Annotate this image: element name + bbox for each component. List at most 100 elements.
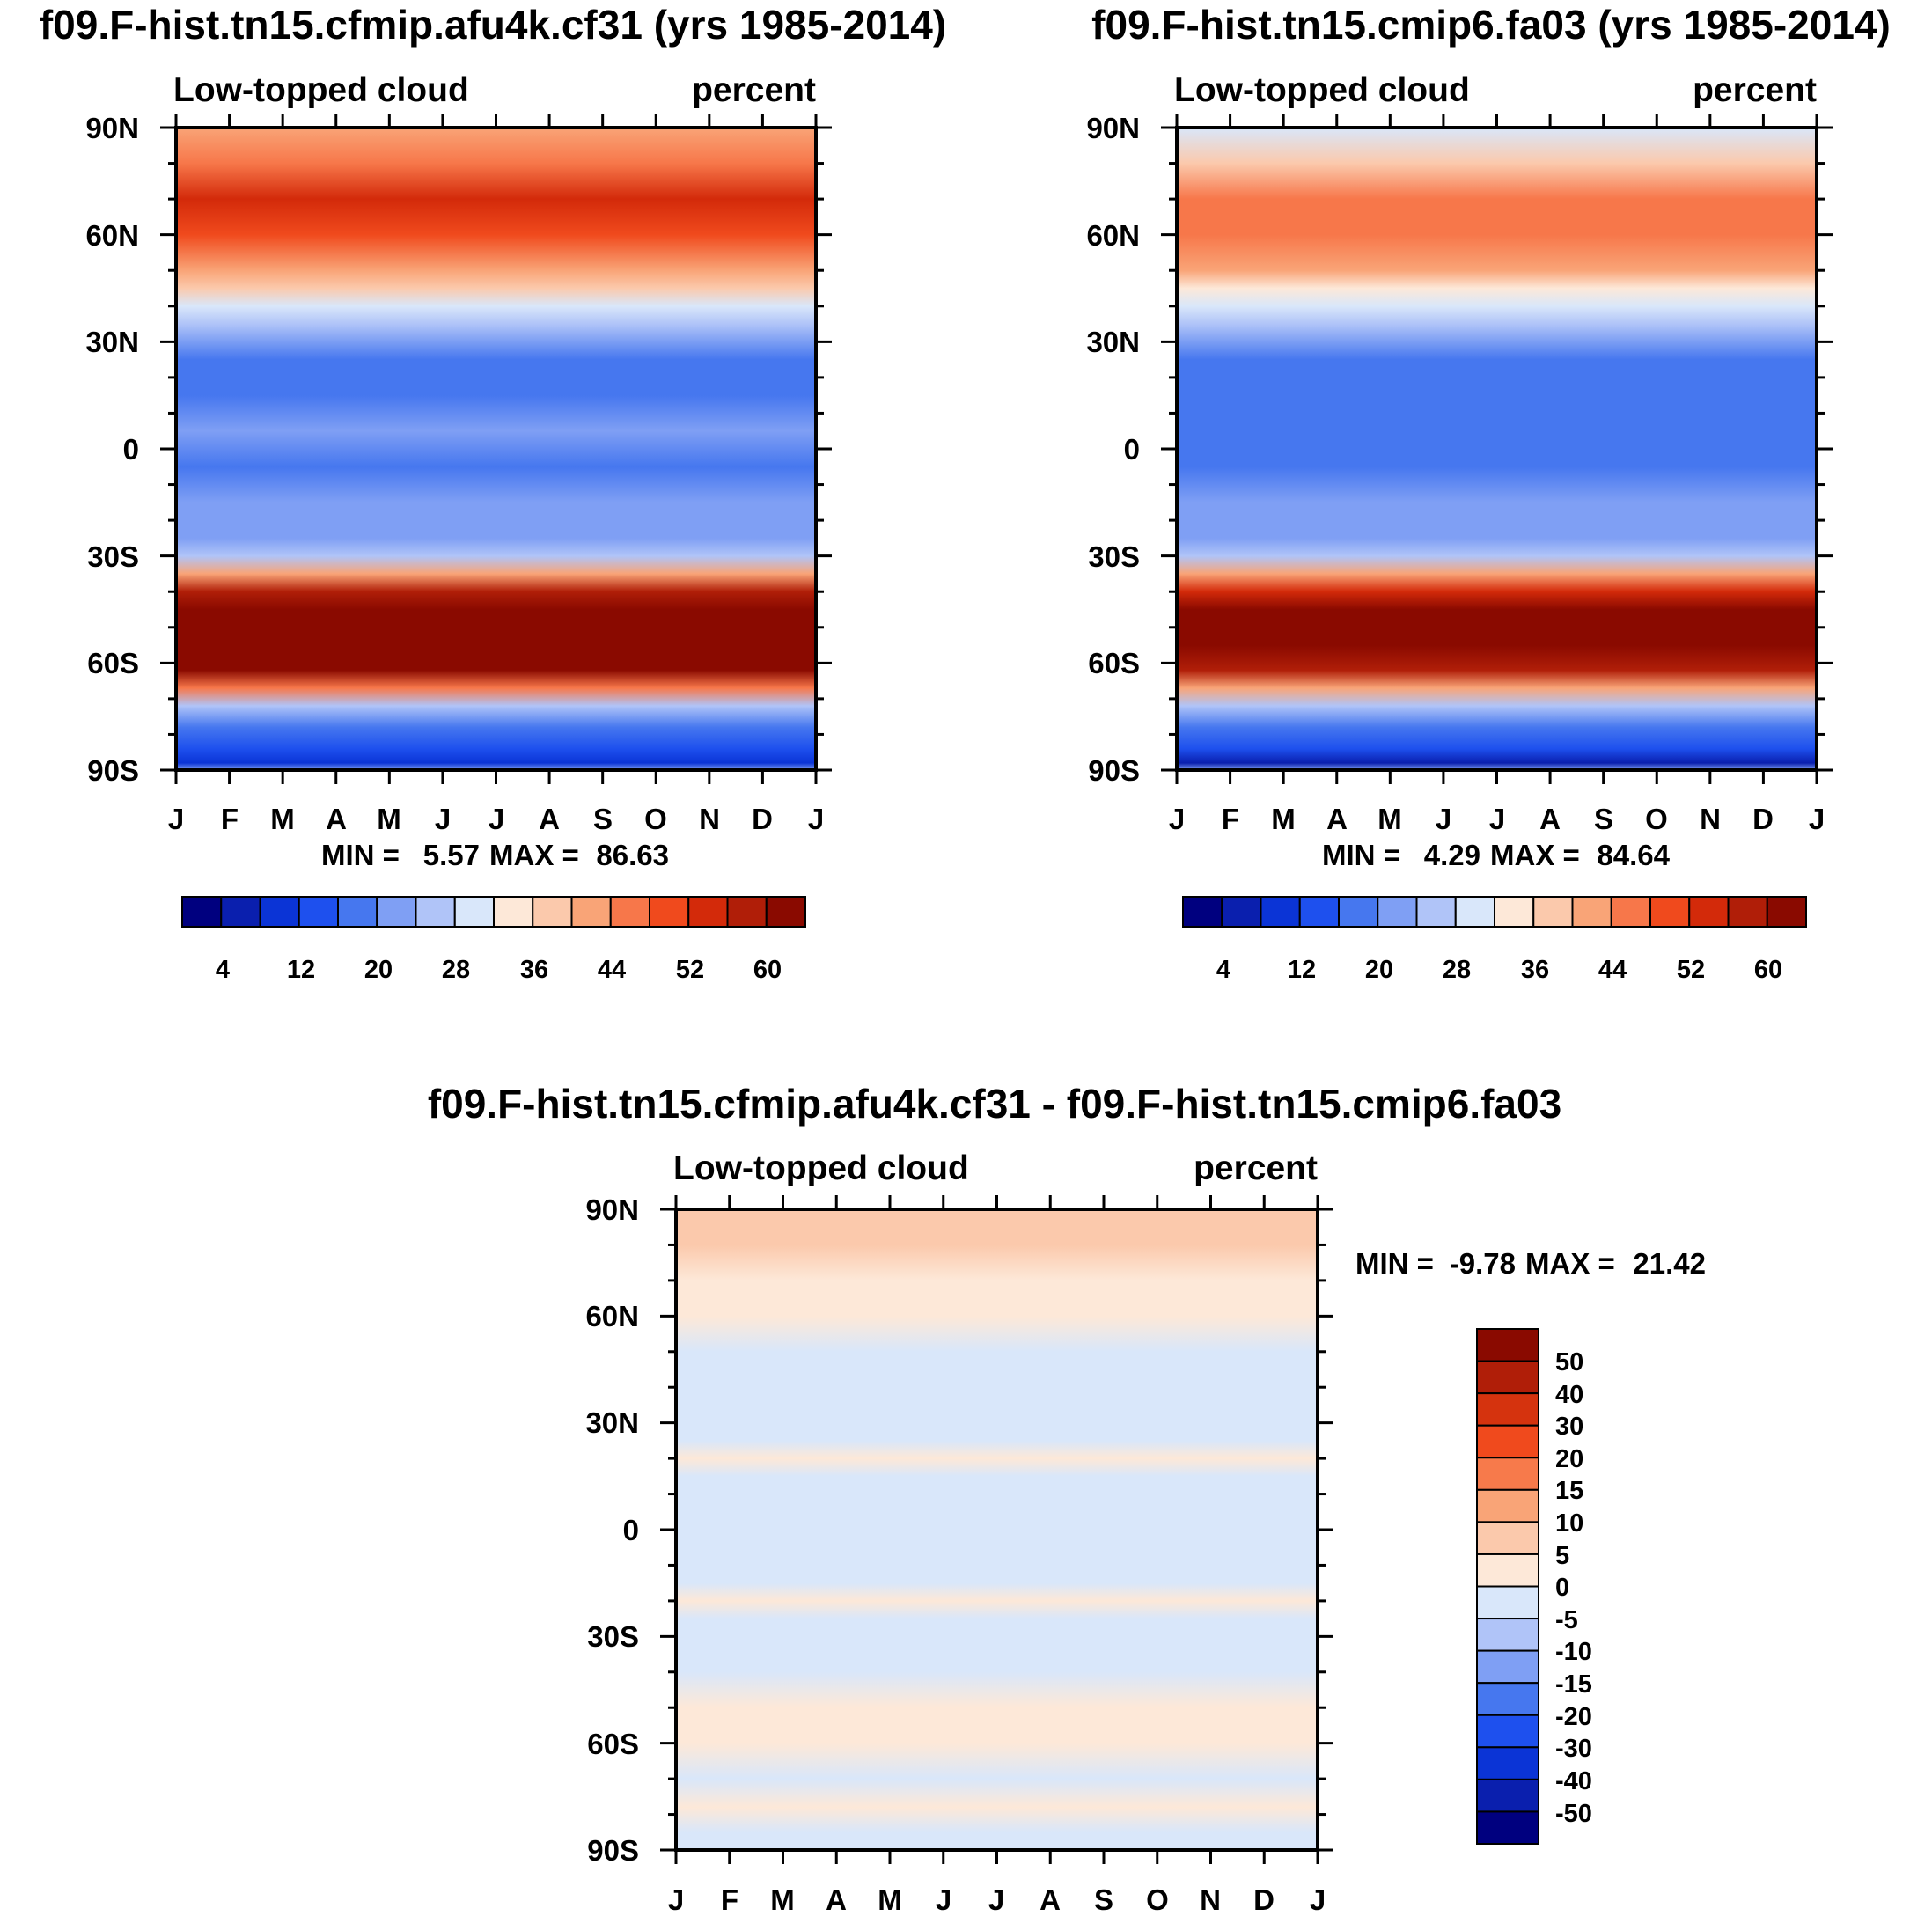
panel-2-xtick-2: F <box>1222 803 1239 835</box>
panel-1-xtick-5: M <box>377 803 401 835</box>
panel-1-xtick-13: J <box>808 803 824 835</box>
colorbar-swatch <box>1298 896 1340 928</box>
panel-2-cbar-label-52: 52 <box>1677 956 1705 984</box>
panel-2-cbar-label-36: 36 <box>1521 956 1549 984</box>
colorbar-swatch <box>649 896 690 928</box>
panel-1-xtick-10: O <box>644 803 667 835</box>
panel-1-ytick-60n: 60N <box>85 219 139 252</box>
panel-1-cbar-label-20: 20 <box>364 956 393 984</box>
panel-3-xtick-7: J <box>988 1883 1004 1916</box>
panel-1-cbar-label-4: 4 <box>216 956 230 984</box>
colorbar-swatch <box>1476 1553 1539 1588</box>
panel-1-max-value: 86.63 <box>596 839 669 871</box>
panel-2-ticks <box>1161 114 1833 784</box>
panel-3-ytick-60s: 60S <box>587 1728 639 1760</box>
panel-1-right-label: percent <box>692 71 816 109</box>
panel-1-xtick-4: A <box>326 803 347 835</box>
panel-1-xtick-11: N <box>699 803 720 835</box>
panel-3-cbar-label-neg20: -20 <box>1555 1703 1592 1731</box>
panel-2-ytick-90s: 90S <box>1088 754 1140 787</box>
colorbar-swatch <box>1610 896 1651 928</box>
panel-2-title: f09.F-hist.tn15.cmip6.fa03 (yrs 1985-201… <box>1091 2 1891 48</box>
colorbar-swatch <box>1532 896 1574 928</box>
panel-3-ytick-90n: 90N <box>585 1193 639 1226</box>
panel-3-ytick-90s: 90S <box>587 1834 639 1867</box>
panel-1-cbar-label-28: 28 <box>442 956 470 984</box>
panel-2-cbar-label-12: 12 <box>1288 956 1316 984</box>
colorbar-swatch <box>1476 1328 1539 1362</box>
panel-3-ytick-30s: 30S <box>587 1620 639 1653</box>
colorbar-swatch <box>1454 896 1495 928</box>
panel-3-ytick-0: 0 <box>623 1514 639 1546</box>
panel-1: f09.F-hist.tn15.cfmip.afu4k.cf31 (yrs 19… <box>40 2 946 984</box>
colorbar-swatch <box>532 896 573 928</box>
panel-1-xtick-2: F <box>221 803 239 835</box>
colorbar-swatch <box>1476 1424 1539 1459</box>
panel-1-xtick-12: D <box>752 803 773 835</box>
panel-2-min-label: MIN = <box>1322 839 1400 871</box>
colorbar-swatch <box>298 896 339 928</box>
panel-2-ytick-90n: 90N <box>1086 112 1140 144</box>
colorbar-swatch <box>765 896 806 928</box>
panel-3-cbar-label-10: 10 <box>1555 1509 1583 1538</box>
panel-2-ytick-60n: 60N <box>1086 219 1140 252</box>
panel-3-ytick-30n: 30N <box>585 1406 639 1439</box>
panel-3-xtick-6: J <box>936 1883 951 1916</box>
colorbar-swatch <box>1476 1618 1539 1652</box>
panel-2-xtick-13: J <box>1809 803 1825 835</box>
colorbar-swatch <box>609 896 650 928</box>
colorbar-swatch <box>220 896 261 928</box>
panel-2-xtick-7: J <box>1489 803 1505 835</box>
panel-2-xtick-1: J <box>1169 803 1185 835</box>
panel-3-colorbar <box>1476 1328 1539 1845</box>
panel-1-cbar-label-12: 12 <box>287 956 315 984</box>
panel-3-right-label: percent <box>1194 1149 1318 1187</box>
panel-1-xtick-9: S <box>593 803 613 835</box>
panel-2-max-label: MAX = <box>1490 839 1580 871</box>
panel-3-xtick-3: M <box>770 1883 795 1916</box>
panel-3-cbar-label-15: 15 <box>1555 1477 1583 1505</box>
panel-3-cbar-label-30: 30 <box>1555 1413 1583 1441</box>
panel-3-xtick-13: J <box>1310 1883 1326 1916</box>
panel-2-xtick-9: S <box>1594 803 1613 835</box>
panel-2-xtick-3: M <box>1271 803 1296 835</box>
colorbar-swatch <box>1476 1521 1539 1555</box>
panel-1-cbar-label-52: 52 <box>676 956 704 984</box>
panel-3-ytick-60n: 60N <box>585 1300 639 1332</box>
colorbar-swatch <box>1476 1778 1539 1813</box>
panel-1-xtick-3: M <box>270 803 295 835</box>
panel-1-ytick-30n: 30N <box>85 326 139 358</box>
panel-2-cbar-label-44: 44 <box>1598 956 1627 984</box>
panel-3-cbar-label-neg40: -40 <box>1555 1767 1592 1795</box>
colorbar-swatch <box>1494 896 1535 928</box>
colorbar-swatch <box>1221 896 1262 928</box>
panel-3-cbar-label-neg15: -15 <box>1555 1670 1592 1699</box>
panel-1-ytick-0: 0 <box>123 433 139 466</box>
colorbar-swatch <box>337 896 378 928</box>
panel-1-ytick-60s: 60S <box>87 647 139 679</box>
panel-2-xtick-5: M <box>1377 803 1402 835</box>
panel-3-xtick-10: O <box>1146 1883 1169 1916</box>
panel-1-field <box>176 128 816 770</box>
panel-2-field <box>1177 128 1817 770</box>
colorbar-swatch <box>1476 1682 1539 1716</box>
panel-3-cbar-label-neg30: -30 <box>1555 1735 1592 1763</box>
colorbar-swatch <box>1476 1714 1539 1749</box>
panel-3-cbar-label-neg50: -50 <box>1555 1800 1592 1828</box>
panel-2-ytick-0: 0 <box>1124 433 1140 466</box>
colorbar-swatch <box>1476 1392 1539 1427</box>
panel-1-ticks <box>160 114 832 784</box>
panel-3-xtick-8: A <box>1039 1883 1061 1916</box>
panel-1-max-label: MAX = <box>489 839 579 871</box>
panel-3: f09.F-hist.tn15.cfmip.afu4k.cf31 - f09.F… <box>428 1081 1706 1916</box>
colorbar-swatch <box>1649 896 1691 928</box>
panel-2-ytick-60s: 60S <box>1088 647 1140 679</box>
panel-3-cbar-label-20: 20 <box>1555 1445 1583 1473</box>
colorbar-swatch <box>181 896 223 928</box>
colorbar-swatch <box>570 896 612 928</box>
panel-3-cbar-label-neg5: -5 <box>1555 1606 1578 1634</box>
colorbar-swatch <box>726 896 768 928</box>
panel-2-cbar-label-4: 4 <box>1216 956 1230 984</box>
panel-2-max-value: 84.64 <box>1597 839 1670 871</box>
panel-2-right-label: percent <box>1693 71 1817 109</box>
